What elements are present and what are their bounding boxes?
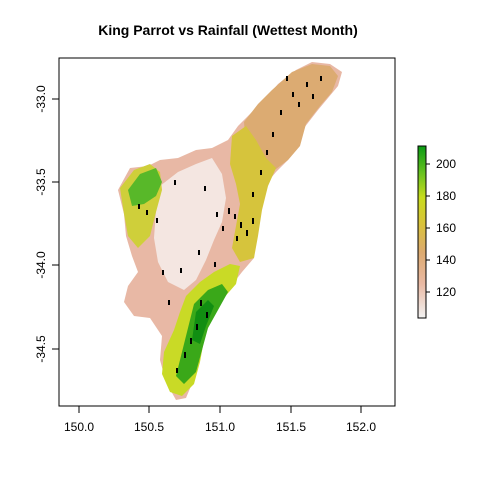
occurrence-point	[266, 150, 268, 155]
occurrence-point	[162, 270, 164, 275]
x-tick-label: 151.5	[276, 420, 306, 434]
occurrence-point	[252, 218, 254, 224]
occurrence-point	[312, 94, 314, 99]
occurrence-point	[286, 76, 288, 81]
raster-pale-zone	[154, 158, 226, 290]
occurrence-point	[246, 230, 248, 236]
legend-tick-label: 160	[436, 221, 456, 235]
legend-tick-label: 180	[436, 189, 456, 203]
occurrence-point	[260, 170, 262, 175]
x-tick-label: 150.5	[134, 420, 164, 434]
occurrence-point	[180, 268, 182, 273]
occurrence-point	[206, 312, 208, 318]
y-axis	[52, 98, 59, 350]
occurrence-point	[138, 204, 140, 209]
legend-ticks	[426, 163, 430, 293]
occurrence-points	[138, 76, 322, 373]
occurrence-point	[174, 180, 176, 185]
plot-frame	[58, 57, 396, 407]
y-tick-label: -34.0	[34, 251, 48, 279]
legend-tick-label: 120	[436, 285, 456, 299]
map-title: King Parrot vs Rainfall (Wettest Month)	[98, 22, 358, 38]
occurrence-point	[228, 208, 230, 214]
occurrence-point	[184, 352, 186, 358]
occurrence-point	[240, 222, 242, 228]
occurrence-point	[222, 226, 224, 231]
occurrence-point	[320, 76, 322, 81]
occurrence-point	[216, 212, 218, 217]
raster-west-green	[128, 168, 162, 206]
rainfall-raster	[118, 62, 342, 400]
legend-colorbar	[417, 145, 427, 319]
occurrence-point	[156, 218, 158, 223]
occurrence-point	[176, 368, 178, 373]
raster-south-darkgreen	[192, 300, 214, 344]
occurrence-point	[198, 250, 200, 255]
occurrence-point	[146, 210, 148, 215]
y-tick-label: -33.5	[34, 168, 48, 196]
x-tick-label: 152.0	[346, 420, 376, 434]
legend-tick-label: 200	[436, 157, 456, 171]
x-axis	[78, 406, 362, 413]
occurrence-point	[272, 132, 274, 137]
raster-tan-zone	[244, 64, 338, 176]
occurrence-point	[190, 338, 192, 344]
occurrence-point	[168, 300, 170, 305]
y-tick-label: -33.0	[34, 85, 48, 113]
legend-tick-label: 140	[436, 253, 456, 267]
occurrence-point	[236, 236, 238, 241]
occurrence-point	[306, 82, 308, 87]
x-tick-label: 150.0	[64, 420, 94, 434]
occurrence-point	[204, 186, 206, 191]
occurrence-point	[280, 110, 282, 115]
occurrence-point	[252, 192, 254, 197]
occurrence-point	[200, 300, 202, 306]
occurrence-point	[298, 102, 300, 107]
y-tick-label: -34.5	[34, 335, 48, 363]
occurrence-point	[214, 262, 216, 267]
occurrence-point	[234, 214, 236, 219]
occurrence-point	[196, 324, 198, 330]
x-tick-label: 151.0	[205, 420, 235, 434]
occurrence-point	[292, 92, 294, 97]
